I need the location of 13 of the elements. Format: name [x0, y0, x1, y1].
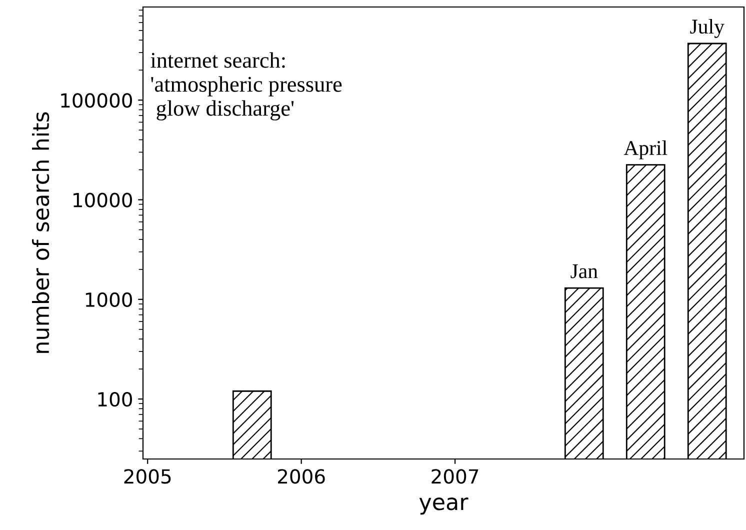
x-tick-label: 2005 [124, 469, 171, 484]
y-tick-label: 100000 [61, 93, 132, 108]
y-tick-label: 100 [98, 392, 132, 407]
y-tick-label: 1000 [86, 292, 132, 308]
x-tick-label: 2006 [278, 469, 325, 484]
annotation: Jan [570, 264, 598, 278]
annotation: internet search: 'atmospheric pressure glow discharge' [150, 52, 342, 120]
x-tick-label: 2007 [432, 469, 478, 484]
y-axis-title: number of search hits [32, 112, 50, 353]
annotation: July [690, 18, 724, 38]
annotation: April [624, 140, 668, 160]
y-tick-label: 10000 [74, 192, 132, 208]
x-axis-title: year [419, 498, 468, 515]
